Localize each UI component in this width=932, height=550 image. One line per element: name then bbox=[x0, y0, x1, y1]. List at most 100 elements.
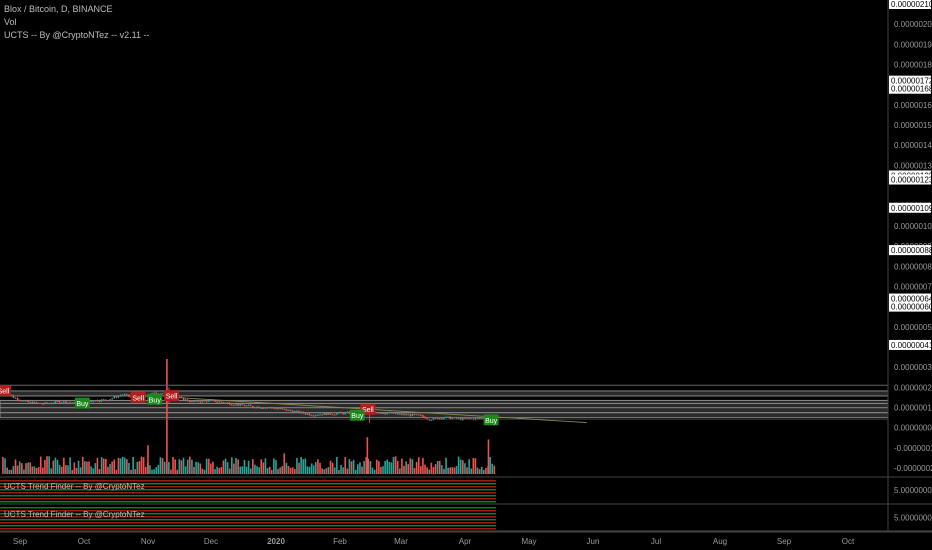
volume-bar bbox=[375, 459, 378, 474]
volume-bars bbox=[2, 359, 496, 474]
candle-body bbox=[50, 403, 53, 405]
price-tag-label: 0.00000041 bbox=[891, 341, 932, 350]
candle-body bbox=[445, 416, 447, 418]
volume-spike bbox=[166, 359, 168, 474]
volume-bar bbox=[455, 466, 458, 474]
trend-finder-pane-1-band bbox=[0, 480, 496, 482]
volume-bar bbox=[65, 465, 67, 474]
volume-bar bbox=[37, 467, 40, 474]
volume-bar bbox=[214, 469, 216, 474]
volume-bar bbox=[415, 461, 418, 474]
candle-body bbox=[260, 407, 263, 409]
candle-body bbox=[333, 414, 336, 416]
volume-bar bbox=[252, 459, 254, 474]
volume-bar bbox=[365, 457, 368, 474]
volume-bar bbox=[186, 459, 189, 474]
candle-body bbox=[54, 401, 57, 404]
candle-body bbox=[58, 401, 61, 403]
candle-body bbox=[226, 402, 229, 404]
volume-bar bbox=[396, 460, 399, 474]
candle-body bbox=[27, 400, 29, 403]
volume-bar bbox=[453, 467, 456, 474]
candle-body bbox=[378, 412, 380, 414]
candle-body bbox=[281, 408, 284, 410]
signal-labels: SellBuySellBuySellSellBuyBuy bbox=[0, 385, 499, 426]
volume-bar bbox=[245, 466, 248, 474]
volume-bar bbox=[18, 461, 21, 474]
volume-bar bbox=[270, 469, 273, 474]
candle-body bbox=[462, 417, 464, 420]
volume-bar bbox=[483, 469, 485, 474]
candle-body bbox=[105, 399, 107, 401]
time-axis[interactable]: Sep Oct Nov Dec 2020 Feb Mar Apr May Jun Jul Aug Sep… bbox=[0, 531, 932, 546]
volume-bar bbox=[357, 464, 359, 474]
candle-body bbox=[155, 392, 158, 394]
volume-bar bbox=[115, 469, 118, 474]
volume-bar bbox=[8, 469, 11, 474]
volume-bar bbox=[107, 466, 109, 474]
candle-body bbox=[46, 402, 48, 404]
candle-body bbox=[98, 401, 101, 403]
candle-body bbox=[96, 399, 99, 402]
candle-body bbox=[100, 399, 103, 402]
trend-finder-pane-2-band bbox=[0, 522, 496, 524]
volume-bar bbox=[323, 469, 326, 474]
volume-bar bbox=[231, 457, 233, 474]
price-tag bbox=[889, 0, 931, 9]
candle-body bbox=[399, 413, 401, 415]
candle-body bbox=[243, 405, 246, 407]
volume-bar bbox=[157, 464, 160, 474]
volume-bar bbox=[136, 461, 139, 474]
candle-body bbox=[315, 414, 317, 416]
volume-bar bbox=[86, 461, 88, 474]
volume-bar bbox=[126, 459, 128, 474]
volume-bar bbox=[79, 467, 82, 474]
candle-body bbox=[434, 417, 437, 419]
volume-bar bbox=[199, 463, 202, 474]
volume-bar bbox=[390, 462, 393, 474]
price-tag bbox=[889, 75, 931, 86]
trend-finder-pane-1-band bbox=[0, 498, 496, 500]
volume-bar bbox=[333, 467, 336, 474]
price-tag bbox=[889, 245, 931, 256]
volume-bar bbox=[392, 456, 395, 474]
volume-bar bbox=[117, 457, 120, 474]
candle-body bbox=[474, 418, 477, 420]
candle-body bbox=[73, 402, 76, 404]
volume-bar bbox=[203, 469, 206, 474]
candle-body bbox=[186, 399, 189, 402]
trend-finder-pane-1-band bbox=[0, 492, 496, 494]
trend-finder-pane-2-band bbox=[0, 507, 496, 509]
volume-bar bbox=[480, 466, 483, 474]
volume-bar bbox=[243, 460, 246, 474]
candle-body bbox=[302, 411, 305, 414]
volume-bar bbox=[338, 469, 340, 474]
trend-finder-pane-1-title: UCTS Trend Finder -- By @CryptoNTez bbox=[4, 482, 145, 491]
price-tag-label: 0.00000123 bbox=[891, 176, 932, 185]
volume-bar bbox=[27, 462, 29, 474]
candle-body bbox=[69, 402, 71, 404]
sell-signal-label: Sell bbox=[0, 389, 10, 396]
time-tick-label: Oct bbox=[842, 537, 855, 546]
buy-signal-label: Buy bbox=[76, 401, 89, 408]
volume-bar bbox=[197, 462, 200, 474]
price-tag bbox=[889, 301, 931, 312]
price-tag-label: 0.00000088 bbox=[891, 246, 932, 255]
volume-bar bbox=[153, 469, 155, 474]
volume-bar bbox=[178, 459, 181, 474]
candle-body bbox=[289, 409, 292, 411]
volume-bar bbox=[2, 456, 4, 474]
volume-bar bbox=[258, 467, 260, 474]
candle-body bbox=[193, 401, 195, 403]
volume-bar bbox=[493, 465, 496, 474]
volume-bar bbox=[312, 465, 315, 474]
trend-finder-pane-1-band bbox=[0, 501, 496, 503]
candle-body bbox=[432, 417, 435, 420]
candle-body bbox=[409, 414, 412, 416]
